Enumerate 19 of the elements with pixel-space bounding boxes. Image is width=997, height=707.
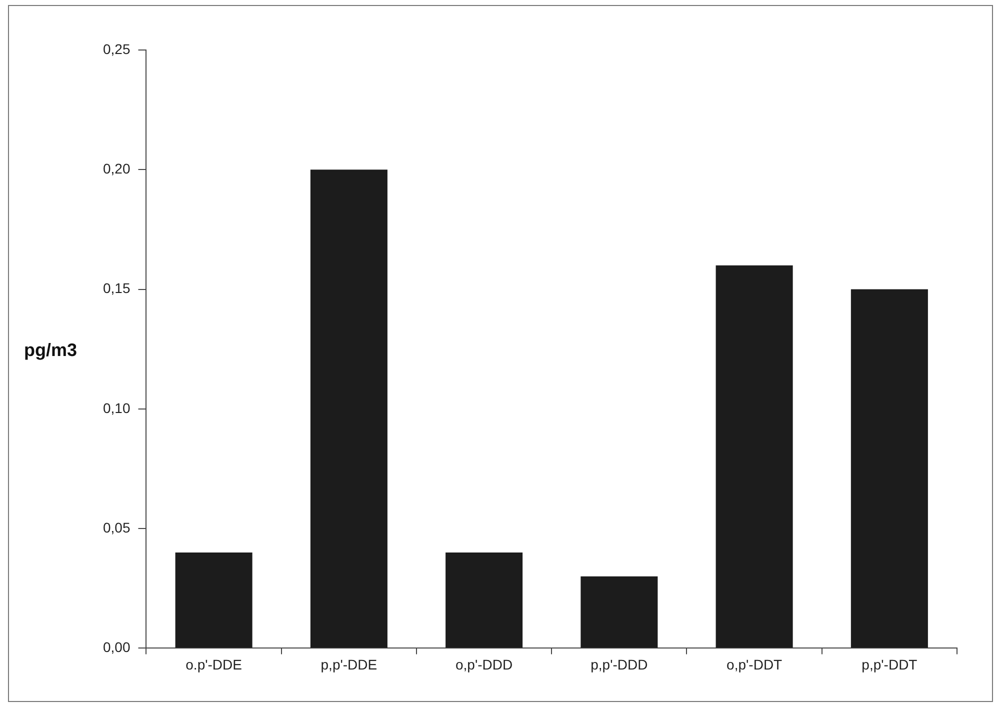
x-tick-label: o.p'-DDE <box>186 656 242 672</box>
x-tick-label: p,p'-DDD <box>590 656 648 672</box>
bar <box>310 170 388 648</box>
y-tick-label: 0,10 <box>103 400 130 416</box>
y-axis-title: pg/m3 <box>24 340 78 361</box>
y-tick-label: 0,15 <box>103 280 130 296</box>
bar <box>580 576 658 648</box>
x-tick-label: p,p'-DDE <box>320 656 378 672</box>
x-tick-label: o,p'-DDT <box>726 656 783 672</box>
y-tick-label: 0,20 <box>103 160 130 176</box>
bar <box>716 265 793 648</box>
y-tick-label: 0,25 <box>103 40 130 57</box>
x-tick-label: p,p'-DDT <box>862 656 918 672</box>
y-tick-label: 0,00 <box>103 639 130 656</box>
y-tick-label: 0,05 <box>103 519 130 536</box>
x-tick-label: o,p'-DDD <box>455 656 513 672</box>
bar <box>850 289 928 648</box>
bar <box>175 552 252 648</box>
bar <box>446 552 523 648</box>
